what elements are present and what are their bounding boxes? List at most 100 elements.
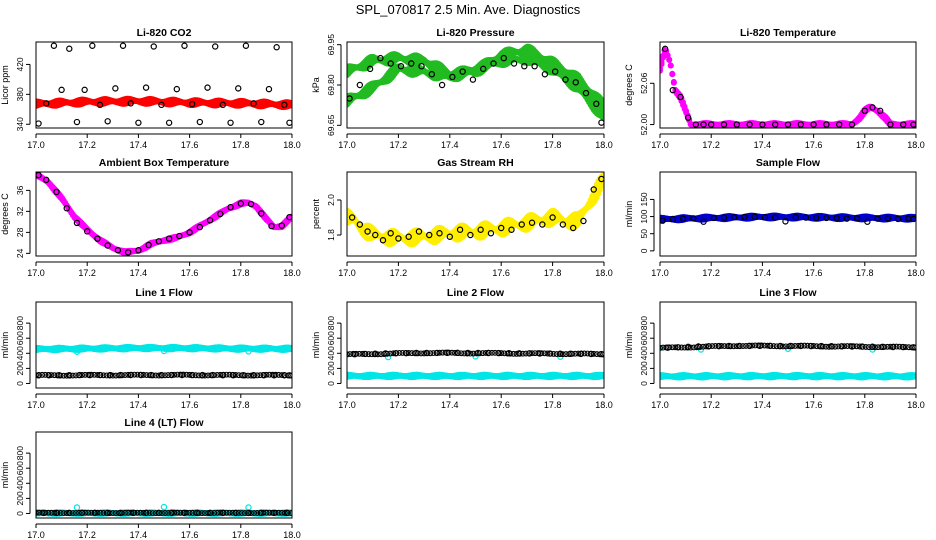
- plot-frame: [346, 171, 605, 257]
- average-point: [158, 101, 165, 109]
- average-point: [802, 214, 810, 221]
- average-point: [436, 230, 443, 237]
- average-point: [720, 214, 728, 221]
- average-point: [173, 85, 180, 93]
- average-point: [677, 93, 684, 101]
- average-point: [833, 215, 840, 222]
- average-point: [227, 203, 234, 211]
- minute-point: [667, 62, 674, 69]
- data-layer: [660, 45, 916, 128]
- panel-title: Ambient Box Temperature: [99, 157, 230, 169]
- average-point: [887, 121, 894, 128]
- average-point: [235, 85, 242, 92]
- average-point: [356, 81, 364, 89]
- minute-point: [278, 372, 285, 378]
- minute-point: [162, 372, 168, 379]
- minute-point: [69, 372, 76, 379]
- average-point: [660, 217, 666, 224]
- average-point: [720, 121, 728, 128]
- data-layer: [36, 343, 292, 379]
- average-point: [395, 235, 402, 242]
- plot-frame: [346, 41, 605, 129]
- minute-point: [186, 371, 193, 378]
- y-axis-label: kPa: [311, 77, 321, 93]
- x-tick-label: 17.0: [338, 268, 356, 278]
- y-tick-label: 150: [639, 192, 649, 206]
- x-tick-label: 18.0: [283, 400, 301, 410]
- x-axis: 17.0 17.2 17.4 17.6 17.8 18.0: [338, 133, 613, 150]
- average-point: [518, 221, 525, 228]
- average-point: [459, 68, 466, 75]
- x-tick-label: 17.4: [130, 268, 148, 278]
- plot-frame: [35, 41, 293, 129]
- average-point: [598, 119, 604, 126]
- average-point: [539, 221, 546, 228]
- x-tick-label: 17.2: [702, 268, 720, 278]
- average-point: [746, 121, 753, 128]
- average-point: [211, 43, 219, 50]
- average-point: [751, 213, 758, 221]
- minute-point: [195, 372, 202, 379]
- series-2: [347, 54, 604, 126]
- plot-frame: [35, 171, 293, 257]
- y-tick-label: 52.00: [639, 114, 649, 136]
- average-point: [379, 237, 387, 244]
- average-point: [168, 371, 175, 379]
- average-point: [155, 238, 163, 245]
- average-point: [772, 214, 779, 221]
- average-point: [418, 62, 425, 70]
- x-tick-label: 17.6: [181, 268, 199, 278]
- average-point: [104, 242, 111, 249]
- plot-frame: [659, 171, 917, 257]
- x-axis: 17.0 17.2 17.4 17.6 17.8 18.0: [27, 133, 301, 150]
- series-0: [36, 172, 292, 256]
- y-tick-label: 340: [15, 117, 25, 131]
- average-point: [843, 215, 851, 222]
- minute-point: [48, 372, 55, 378]
- average-point: [158, 371, 165, 379]
- x-tick-label: 17.0: [338, 140, 356, 150]
- y-axis-label: degrees C: [624, 64, 634, 106]
- series-0: [347, 172, 604, 248]
- x-tick-label: 17.4: [754, 268, 772, 278]
- average-point: [700, 121, 707, 128]
- y-tick-label: 50: [639, 229, 649, 239]
- average-point: [684, 114, 692, 121]
- minute-point: [263, 371, 270, 378]
- average-point: [551, 68, 559, 75]
- y-tick-label: 100: [639, 209, 649, 223]
- average-point: [43, 100, 50, 107]
- average-point: [541, 71, 549, 78]
- y-tick-label: 600: [15, 331, 25, 345]
- average-point: [428, 71, 436, 78]
- average-point: [415, 228, 423, 235]
- y-tick-label: 0: [639, 248, 649, 253]
- y-tick-label: 380: [15, 87, 25, 101]
- average-point: [258, 210, 265, 217]
- x-tick-label: 17.8: [856, 268, 874, 278]
- average-point: [456, 226, 464, 233]
- average-point: [549, 214, 556, 221]
- y-tick-label: 400: [15, 346, 25, 360]
- average-point: [278, 222, 285, 229]
- x-axis: 17.0 17.2 17.4 17.6 17.8 18.0: [651, 133, 925, 150]
- x-tick-label: 17.0: [27, 400, 45, 410]
- series-1: [36, 42, 292, 127]
- data-layer: [660, 212, 916, 225]
- average-point: [531, 62, 538, 70]
- average-point: [36, 120, 42, 127]
- average-point: [446, 233, 453, 240]
- average-point: [160, 347, 168, 355]
- average-point: [480, 65, 487, 73]
- average-point: [347, 95, 353, 102]
- average-point: [83, 228, 91, 235]
- average-point: [55, 371, 63, 379]
- average-point: [73, 348, 81, 355]
- average-point: [364, 228, 371, 235]
- series-1: [348, 175, 604, 244]
- x-tick-label: 18.0: [283, 268, 301, 278]
